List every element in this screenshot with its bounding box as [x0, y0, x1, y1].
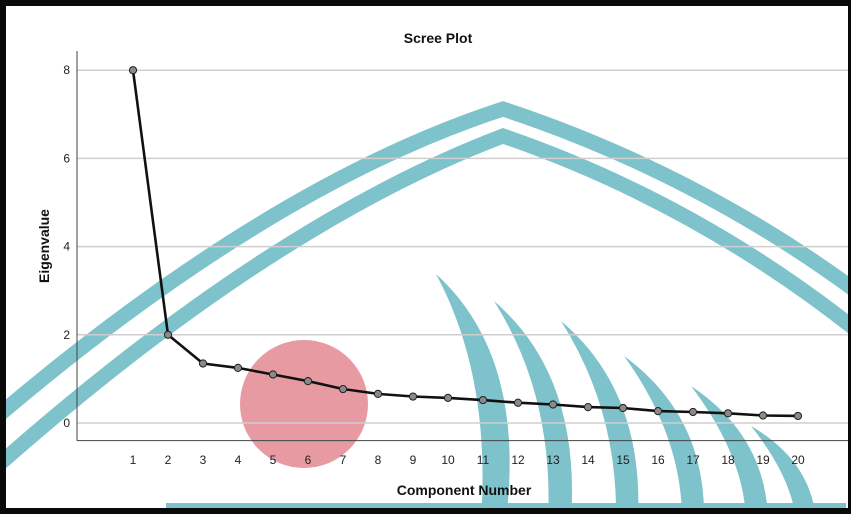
- x-tick-label: 1: [130, 453, 137, 467]
- x-tick-label: 5: [270, 453, 277, 467]
- x-tick-label: 4: [235, 453, 242, 467]
- x-tick-label: 6: [305, 453, 312, 467]
- x-tick-label: 9: [410, 453, 417, 467]
- x-tick-labels: 1 2 3 4 5 6 7 8 9 10 11 12 13 14 15 16 17 18 19 20: [130, 453, 805, 467]
- watermark-swoosh-3: [561, 321, 639, 508]
- data-point: [128, 66, 138, 75]
- y-tick-label: 4: [63, 240, 70, 254]
- series-line: [131, 70, 799, 418]
- x-tick-label: 8: [375, 453, 382, 467]
- y-tick-label: 0: [63, 416, 70, 430]
- x-tick-label: 19: [756, 453, 770, 467]
- data-point: [653, 406, 663, 416]
- x-tick-label: 13: [546, 453, 560, 467]
- x-axis-title: Component Number: [397, 482, 532, 498]
- watermark-swoosh-5: [691, 386, 768, 508]
- data-point: [268, 370, 278, 379]
- data-point: [478, 395, 488, 405]
- data-point: [583, 403, 593, 412]
- data-point: [408, 392, 418, 401]
- chart-title: Scree Plot: [404, 30, 473, 46]
- x-tick-label: 3: [200, 453, 207, 467]
- x-tick-label: 16: [651, 453, 665, 467]
- watermark-baseline: [166, 503, 846, 508]
- data-point: [513, 398, 523, 407]
- data-point: [618, 403, 628, 413]
- watermark-arch-outer: [6, 101, 848, 419]
- data-point: [443, 393, 453, 402]
- x-tick-label: 14: [581, 453, 595, 467]
- x-tick-label: 11: [477, 453, 490, 467]
- grid-lines: [77, 69, 848, 424]
- watermark-logo: [6, 101, 848, 508]
- watermark-arch-inner: [6, 128, 848, 469]
- x-tick-label: 7: [340, 453, 347, 467]
- data-point: [688, 407, 698, 417]
- watermark-swoosh-4: [624, 356, 704, 508]
- data-point: [163, 330, 173, 339]
- data-point: [793, 411, 803, 421]
- x-tick-label: 2: [165, 453, 172, 467]
- watermark-swoosh-6: [751, 426, 815, 508]
- y-axis-title: Eigenvalue: [36, 209, 52, 283]
- y-tick-label: 6: [63, 151, 70, 165]
- y-tick-label: 2: [63, 328, 70, 342]
- watermark-red-circle: [240, 340, 368, 468]
- x-tick-label: 10: [441, 453, 455, 467]
- data-point: [233, 363, 243, 372]
- data-point: [373, 389, 383, 398]
- eigenvalue-series: [128, 66, 803, 421]
- y-tick-labels: 0 2 4 6 8: [63, 63, 70, 430]
- x-tick-label: 17: [686, 453, 700, 467]
- data-point: [338, 384, 348, 394]
- data-point: [303, 377, 313, 386]
- x-tick-label: 12: [511, 453, 525, 467]
- data-point: [723, 409, 733, 418]
- x-tick-label: 20: [791, 453, 805, 467]
- watermark-swoosh-2: [494, 301, 572, 508]
- x-tick-label: 15: [616, 453, 630, 467]
- x-tick-label: 18: [721, 453, 735, 467]
- data-point: [198, 359, 208, 368]
- y-tick-label: 8: [63, 63, 70, 77]
- data-point: [758, 411, 768, 420]
- watermark-swoosh-1: [436, 274, 510, 508]
- data-point: [548, 400, 558, 409]
